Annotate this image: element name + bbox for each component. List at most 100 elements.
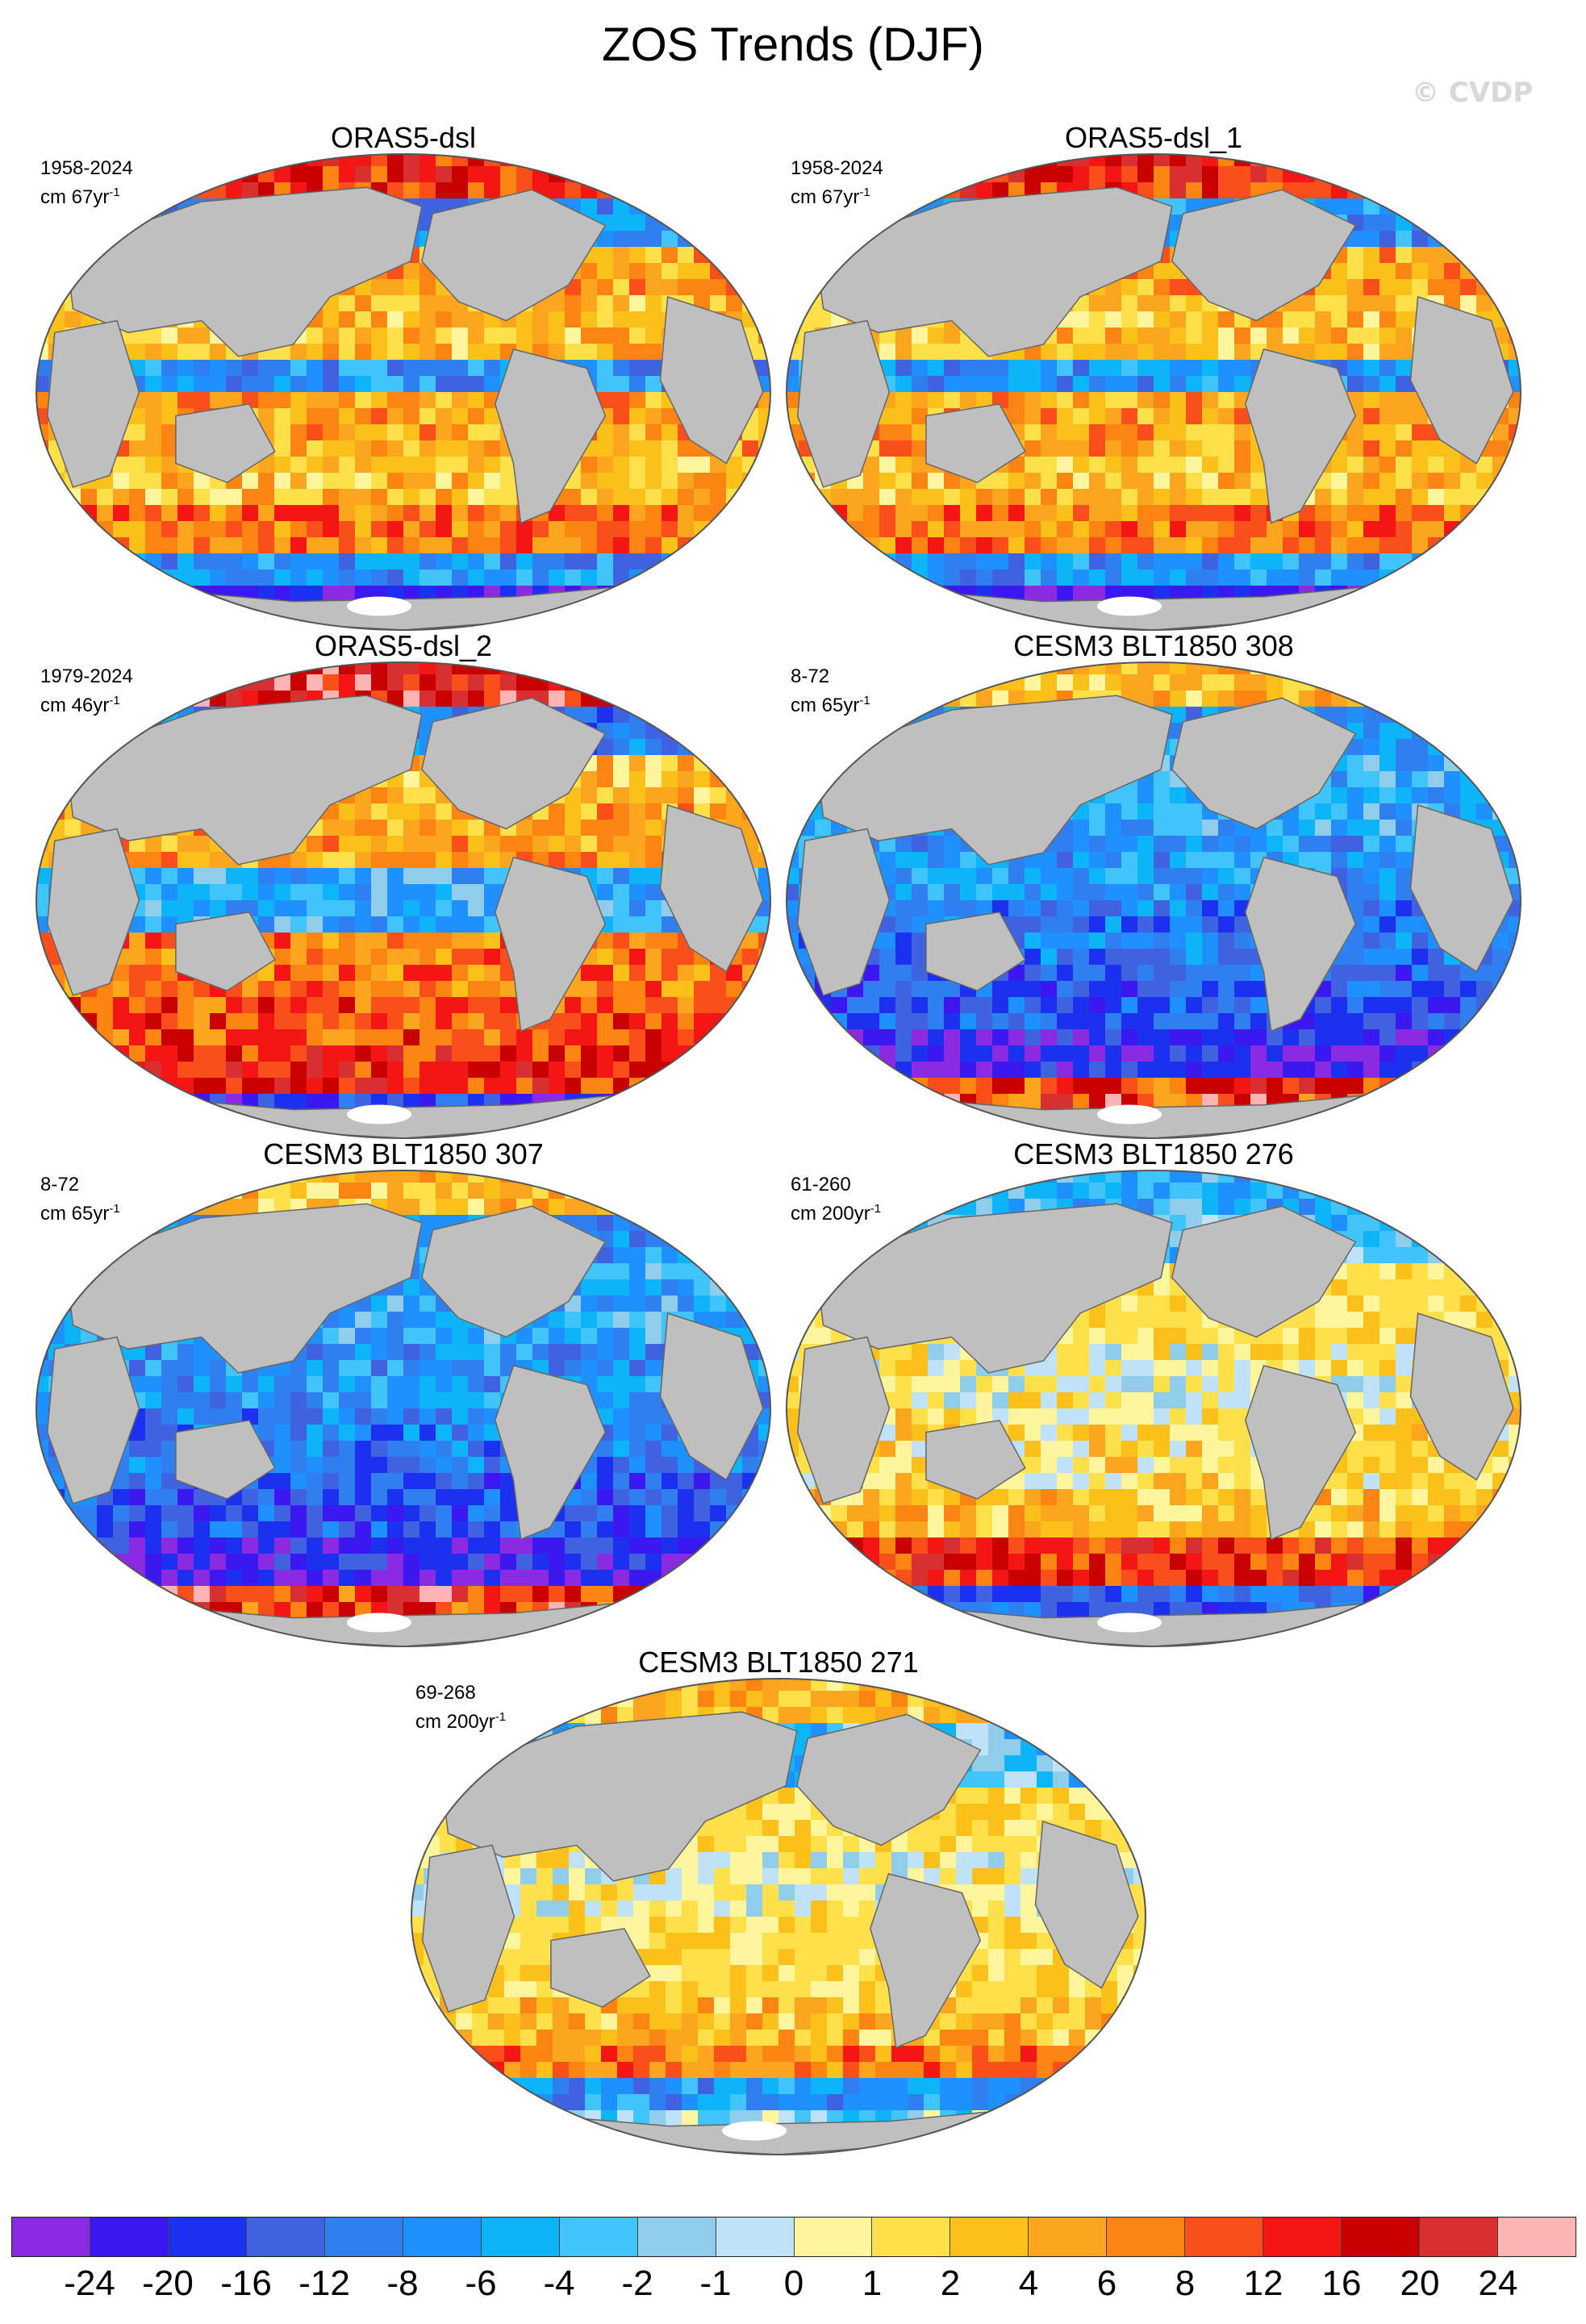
continent-landmass: [659, 295, 764, 465]
colorbar-swatch: [481, 2218, 560, 2256]
panel-period: 8-72: [791, 665, 830, 687]
continent-landmass: [795, 1713, 982, 1846]
map-border: [786, 661, 1521, 1139]
continent-landmass: [1245, 348, 1357, 524]
units-exponent: -1: [859, 186, 870, 199]
colorbar-tick-label: 20: [1400, 2264, 1440, 2303]
continent-landmass: [1409, 1312, 1514, 1481]
units-exponent: -1: [109, 694, 120, 707]
colorbar-tick-label: -16: [220, 2264, 272, 2303]
continent-landmass: [175, 403, 276, 483]
robinson-map: [786, 1170, 1521, 1647]
ocean-field: [787, 154, 1521, 630]
map-border: [411, 1678, 1146, 2155]
map-panel: ORAS5-dsl_1 1958-2024 cm 67yr-1: [783, 121, 1525, 637]
continent-landmass: [420, 189, 607, 322]
units-exponent: -1: [109, 186, 120, 199]
panel-title: CESM3 BLT1850 308: [1013, 629, 1294, 662]
units-text: cm 65yr: [791, 695, 860, 716]
colorbar-tick-label: 1: [862, 2264, 883, 2303]
continent-landmass: [925, 911, 1026, 991]
colorbar-tick-label: -24: [64, 2264, 115, 2303]
panel-title: ORAS5-dsl_1: [1064, 121, 1243, 154]
panel-period: 8-72: [40, 1174, 80, 1195]
colorbar-tick-label: -4: [543, 2264, 575, 2303]
continent-landmass: [495, 348, 607, 524]
continent-landmass: [46, 319, 140, 488]
colorbar-tick-label: 24: [1478, 2264, 1518, 2303]
continent-landmass: [796, 828, 891, 996]
ice-shelf: [347, 1613, 411, 1633]
map-border: [35, 1170, 771, 1647]
map-panel: ORAS5-dsl_2 1979-2024 cm 46yr-1: [32, 629, 774, 1145]
continent-landmass: [659, 803, 764, 973]
continent-landmass: [175, 911, 276, 991]
colorbar-tick-label: -6: [465, 2264, 497, 2303]
panel-info: 61-260 cm 200yr-1: [791, 1173, 881, 1226]
colorbar-tick-label: -12: [298, 2264, 350, 2303]
ice-shelf: [347, 596, 411, 616]
continent-landmass: [1171, 1205, 1357, 1338]
colorbar-tick-label: -20: [142, 2264, 194, 2303]
map-border: [786, 153, 1521, 631]
panel-period: 61-260: [791, 1174, 851, 1195]
map-panel: CESM3 BLT1850 308 8-72 cm 65yr-1: [783, 629, 1525, 1145]
colorbar-swatch: [1263, 2218, 1342, 2256]
colorbar-swatch: [246, 2218, 325, 2256]
map-border: [35, 153, 771, 631]
cvdp-watermark: © CVDP: [1412, 77, 1534, 109]
colorbar-tick-label: 0: [783, 2264, 804, 2303]
ice-shelf: [1097, 1613, 1162, 1633]
map-panel: CESM3 BLT1850 307 8-72 cm 65yr-1: [32, 1137, 774, 1654]
colorbar-tick-label: 6: [1096, 2264, 1117, 2303]
continent-landmass: [925, 403, 1026, 483]
colorbar-swatch: [1420, 2218, 1499, 2256]
continent-landmass: [550, 1927, 651, 2008]
map-border: [35, 661, 771, 1139]
colorbar-tick-label: -2: [621, 2264, 653, 2303]
panel-units: cm 200yr-1: [791, 1197, 881, 1226]
units-exponent: -1: [870, 1202, 882, 1216]
colorbar-swatch: [716, 2218, 795, 2256]
continent-landmass: [1409, 295, 1514, 465]
panel-info: 8-72 cm 65yr-1: [40, 1173, 120, 1226]
ocean-field: [36, 662, 770, 1138]
panel-info: 69-268 cm 200yr-1: [415, 1681, 506, 1734]
continent-landmass: [1409, 803, 1514, 973]
continent-landmass: [420, 1205, 607, 1338]
units-text: cm 67yr: [791, 186, 860, 208]
continent-landmass: [1171, 189, 1357, 322]
units-text: cm 200yr: [791, 1203, 870, 1225]
panel-info: 1958-2024 cm 67yr-1: [40, 156, 133, 210]
colorbar-swatch: [1107, 2218, 1186, 2256]
colorbar-swatch: [637, 2218, 716, 2256]
panel-period: 1958-2024: [40, 157, 133, 179]
continent-landmass: [1034, 1820, 1139, 1989]
ocean-field: [36, 154, 770, 630]
panel-units: cm 46yr-1: [40, 689, 133, 718]
panel-units: cm 67yr-1: [40, 181, 133, 210]
continent-landmass: [420, 697, 607, 830]
colorbar-swatch: [324, 2218, 403, 2256]
colorbar-tick-label: 8: [1175, 2264, 1196, 2303]
continent-landmass: [46, 828, 140, 996]
colorbar-tick-label: 16: [1321, 2264, 1362, 2303]
panel-title: CESM3 BLT1850 276: [1013, 1137, 1294, 1170]
panel-title: CESM3 BLT1850 307: [263, 1137, 544, 1170]
panel-units: cm 200yr-1: [415, 1705, 506, 1734]
panel-info: 8-72 cm 65yr-1: [791, 665, 870, 718]
colorbar-swatch: [1185, 2218, 1264, 2256]
continent-landmass: [495, 1364, 607, 1541]
colorbar-swatch: [12, 2218, 90, 2256]
continent-landmass: [46, 1336, 140, 1504]
continent-landmass: [796, 319, 891, 488]
units-exponent: -1: [109, 1202, 120, 1216]
colorbar-tick-label: 12: [1243, 2264, 1283, 2303]
robinson-map: [786, 661, 1521, 1139]
ocean-field: [787, 662, 1521, 1138]
units-text: cm 200yr: [415, 1711, 495, 1733]
panel-units: cm 67yr-1: [791, 181, 883, 210]
colorbar-swatch: [168, 2218, 247, 2256]
panel-info: 1958-2024 cm 67yr-1: [791, 156, 883, 210]
continent-landmass: [495, 856, 607, 1033]
